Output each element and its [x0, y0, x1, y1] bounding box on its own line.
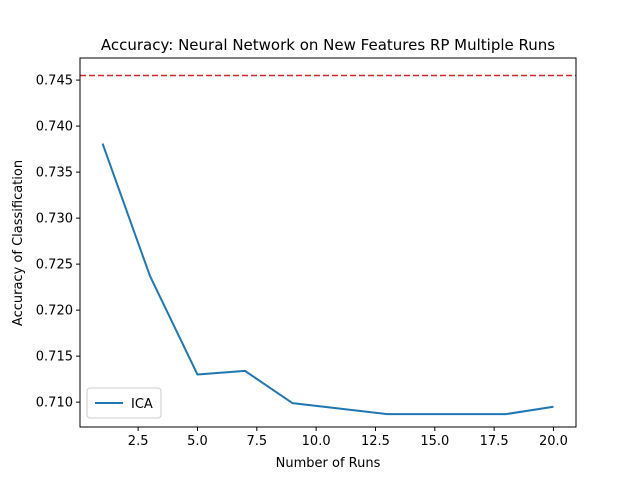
- x-axis-label: Number of Runs: [276, 456, 381, 471]
- y-tick-label: 0.725: [36, 258, 73, 273]
- x-tick-label: 12.5: [361, 434, 390, 449]
- x-tick-label: 7.5: [246, 434, 267, 449]
- y-tick-label: 0.745: [36, 74, 73, 89]
- x-tick-label: 20.0: [539, 434, 568, 449]
- legend-label: ICA: [131, 397, 153, 412]
- x-tick-label: 10.0: [302, 434, 331, 449]
- y-tick-label: 0.715: [36, 350, 73, 365]
- y-tick-label: 0.735: [36, 166, 73, 181]
- y-tick-label: 0.720: [36, 304, 73, 319]
- plot-area: 2.5 5.0 7.5 10.0 12.5 15.0 17.5 20.0 0.710 0.715 0…: [36, 57, 577, 449]
- series-line-ica: [101, 143, 554, 416]
- axes-frame: [79, 57, 577, 428]
- y-tick-label: 0.710: [36, 396, 73, 411]
- x-tick-label: 5.0: [187, 434, 208, 449]
- x-tick-label: 15.0: [420, 434, 449, 449]
- y-axis-label: Accuracy of Classification: [11, 160, 26, 326]
- x-tick-label: 2.5: [128, 434, 149, 449]
- chart-title: Accuracy: Neural Network on New Features…: [101, 36, 555, 54]
- y-tick-label: 0.730: [36, 212, 73, 227]
- legend-box: [86, 387, 162, 419]
- y-tick-label: 0.740: [36, 120, 73, 135]
- x-tick-label: 17.5: [480, 434, 509, 449]
